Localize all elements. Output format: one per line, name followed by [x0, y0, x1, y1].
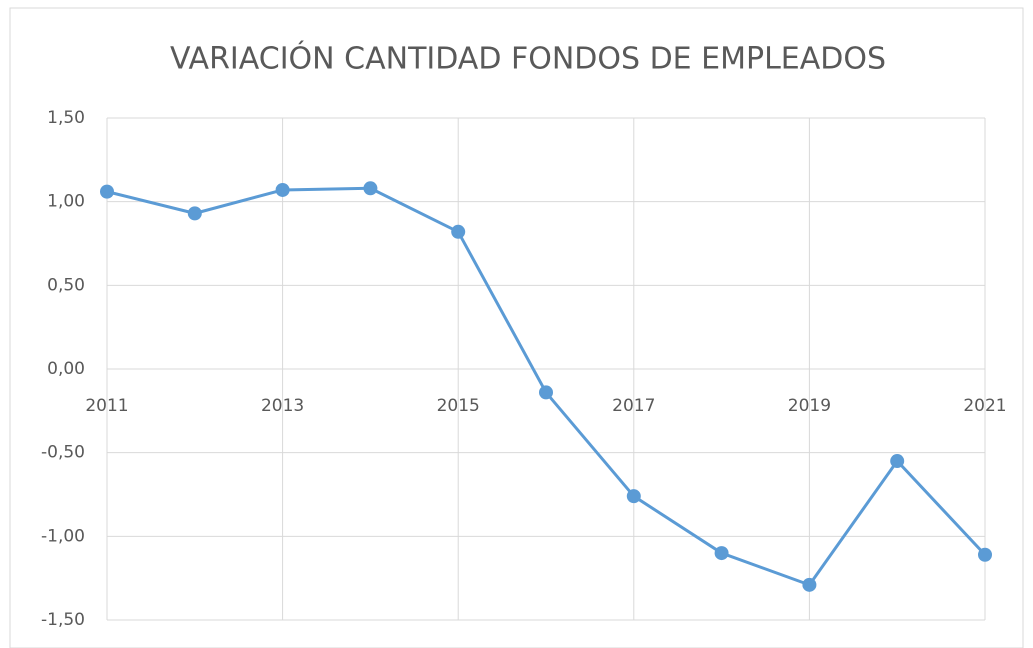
x-tick-label: 2017 [612, 396, 655, 416]
y-tick-label: 0,50 [47, 275, 85, 295]
y-tick-label: 1,00 [47, 192, 85, 212]
x-tick-label: 2021 [963, 396, 1006, 416]
data-point [978, 547, 992, 562]
y-tick-label: -0,50 [41, 443, 85, 463]
chart-title: VARIACIÓN CANTIDAD FONDOS DE EMPLEADOS [170, 40, 886, 77]
data-point [626, 489, 641, 504]
x-tick-label: 2013 [261, 396, 304, 416]
y-tick-label: -1,50 [41, 610, 85, 630]
data-point [539, 385, 553, 400]
data-point [363, 181, 378, 196]
data-point [802, 577, 817, 592]
data-point [100, 184, 114, 199]
x-tick-label: 2015 [437, 396, 480, 416]
x-tick-label: 2011 [85, 396, 128, 416]
data-point [275, 182, 290, 197]
x-tick-label: 2019 [788, 396, 831, 416]
data-point [187, 206, 202, 221]
y-tick-label: -1,00 [41, 526, 85, 546]
y-tick-label: 1,50 [47, 108, 85, 128]
chart-border [9, 7, 1024, 648]
data-point [890, 454, 905, 469]
data-point [714, 546, 729, 561]
data-point [451, 224, 466, 239]
y-tick-label: 0,00 [47, 359, 85, 379]
